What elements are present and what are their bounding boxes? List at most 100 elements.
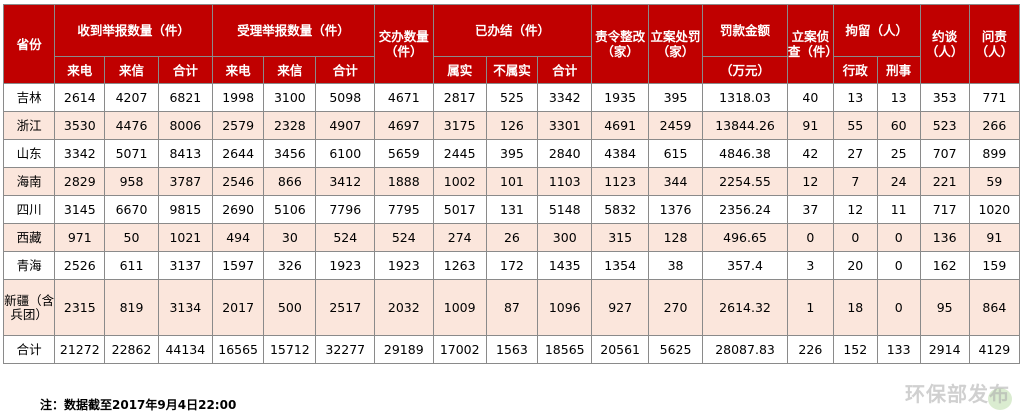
- sub-accepted-letter: 来信: [263, 56, 317, 84]
- value-cell: 2829: [54, 167, 106, 196]
- value-cell: 9815: [157, 195, 214, 224]
- value-cell: 3137: [157, 251, 214, 280]
- value-cell: 6821: [157, 83, 214, 112]
- value-cell: 3134: [157, 279, 214, 336]
- province-cell: 浙江: [2, 111, 56, 140]
- value-cell: 18: [832, 279, 878, 336]
- value-cell: 525: [485, 83, 539, 112]
- value-cell: 326: [263, 251, 317, 280]
- watermark-logo-icon: [988, 388, 1012, 410]
- value-cell: 0: [876, 279, 921, 336]
- sub-accepted-call: 来电: [212, 56, 265, 84]
- value-cell: 717: [919, 195, 970, 224]
- value-cell: 1020: [968, 195, 1021, 224]
- value-cell: 1435: [537, 251, 593, 280]
- value-cell: 24: [876, 167, 921, 196]
- sub-received-letter: 来信: [104, 56, 159, 84]
- value-cell: 7: [832, 167, 878, 196]
- value-cell: 128: [647, 223, 704, 252]
- value-cell: 274: [432, 223, 487, 252]
- value-cell: 2356.24: [702, 195, 788, 224]
- value-cell: 55: [832, 111, 878, 140]
- sub-closed-true: 属实: [432, 56, 487, 84]
- value-cell: 0: [876, 223, 921, 252]
- value-cell: 91: [786, 111, 834, 140]
- value-cell: 37: [786, 195, 834, 224]
- value-cell: 1888: [374, 167, 434, 196]
- value-cell: 2315: [54, 279, 106, 336]
- value-cell: 42: [786, 139, 834, 168]
- value-cell: 21272: [54, 335, 106, 364]
- value-cell: 1354: [591, 251, 649, 280]
- header-accepted: 受理举报数量（件）: [212, 4, 376, 57]
- header-filed: 立案处罚（家）: [647, 4, 704, 84]
- value-cell: 4384: [591, 139, 649, 168]
- value-cell: 0: [876, 251, 921, 280]
- value-cell: 1563: [485, 335, 539, 364]
- value-cell: 159: [968, 251, 1021, 280]
- footnote: 注：数据截至2017年9月4日22:00: [40, 398, 237, 412]
- header-investigate: 立案侦查（件）: [786, 4, 834, 84]
- value-cell: 1263: [432, 251, 487, 280]
- value-cell: 11: [876, 195, 921, 224]
- value-cell: 32277: [315, 335, 376, 364]
- value-cell: 50: [104, 223, 159, 252]
- value-cell: 315: [591, 223, 649, 252]
- value-cell: 2445: [432, 139, 487, 168]
- value-cell: 1103: [537, 167, 593, 196]
- value-cell: 221: [919, 167, 970, 196]
- value-cell: 2017: [212, 279, 265, 336]
- value-cell: 4129: [968, 335, 1021, 364]
- value-cell: 927: [591, 279, 649, 336]
- value-cell: 496.65: [702, 223, 788, 252]
- value-cell: 2526: [54, 251, 106, 280]
- value-cell: 300: [537, 223, 593, 252]
- value-cell: 1935: [591, 83, 649, 112]
- value-cell: 95: [919, 279, 970, 336]
- value-cell: 2914: [919, 335, 970, 364]
- header-fine: 罚款金额: [702, 4, 788, 57]
- value-cell: 524: [374, 223, 434, 252]
- value-cell: 101: [485, 167, 539, 196]
- header-transferred: 交办数量（件）: [374, 4, 434, 84]
- value-cell: 494: [212, 223, 265, 252]
- table-row: 青海 2526 611 3137 1597 326 1923 1923 1263 172 1435 1…: [2, 251, 1021, 280]
- value-cell: 1021: [157, 223, 214, 252]
- province-cell: 西藏: [2, 223, 56, 252]
- table-row: 西藏 971 50 1021 494 30 524 524 274 26 300 315 128 496.…: [2, 223, 1021, 252]
- value-cell: 395: [485, 139, 539, 168]
- value-cell: 1998: [212, 83, 265, 112]
- province-cell: 山东: [2, 139, 56, 168]
- value-cell: 29189: [374, 335, 434, 364]
- value-cell: 136: [919, 223, 970, 252]
- value-cell: 3342: [537, 83, 593, 112]
- value-cell: 524: [315, 223, 376, 252]
- value-cell: 2459: [647, 111, 704, 140]
- value-cell: 2840: [537, 139, 593, 168]
- value-cell: 1: [786, 279, 834, 336]
- header-detain: 拘留（人）: [832, 4, 921, 57]
- table-row: 海南 2829 958 3787 2546 866 3412 1888 1002 101 1103 1…: [2, 167, 1021, 196]
- value-cell: 4697: [374, 111, 434, 140]
- value-cell: 4691: [591, 111, 649, 140]
- header-rectify: 责令整改（家）: [591, 4, 649, 84]
- value-cell: 3301: [537, 111, 593, 140]
- value-cell: 30: [263, 223, 317, 252]
- value-cell: 1123: [591, 167, 649, 196]
- value-cell: 3342: [54, 139, 106, 168]
- sub-received-call: 来电: [54, 56, 106, 84]
- table-row: 吉林 2614 4207 6821 1998 3100 5098 4671 2817 525 334…: [2, 83, 1021, 112]
- value-cell: 226: [786, 335, 834, 364]
- value-cell: 5017: [432, 195, 487, 224]
- value-cell: 866: [263, 167, 317, 196]
- value-cell: 357.4: [702, 251, 788, 280]
- value-cell: 126: [485, 111, 539, 140]
- value-cell: 7795: [374, 195, 434, 224]
- sub-accepted-total: 合计: [315, 56, 376, 84]
- province-cell: 青海: [2, 251, 56, 280]
- sub-fine-unit: （万元）: [702, 56, 788, 84]
- sub-closed-total: 合计: [537, 56, 593, 84]
- value-cell: 26: [485, 223, 539, 252]
- table-row: 新疆（含兵团） 2315 819 3134 2017 500 2517 2032 1009 87 1…: [2, 279, 1021, 336]
- value-cell: 1096: [537, 279, 593, 336]
